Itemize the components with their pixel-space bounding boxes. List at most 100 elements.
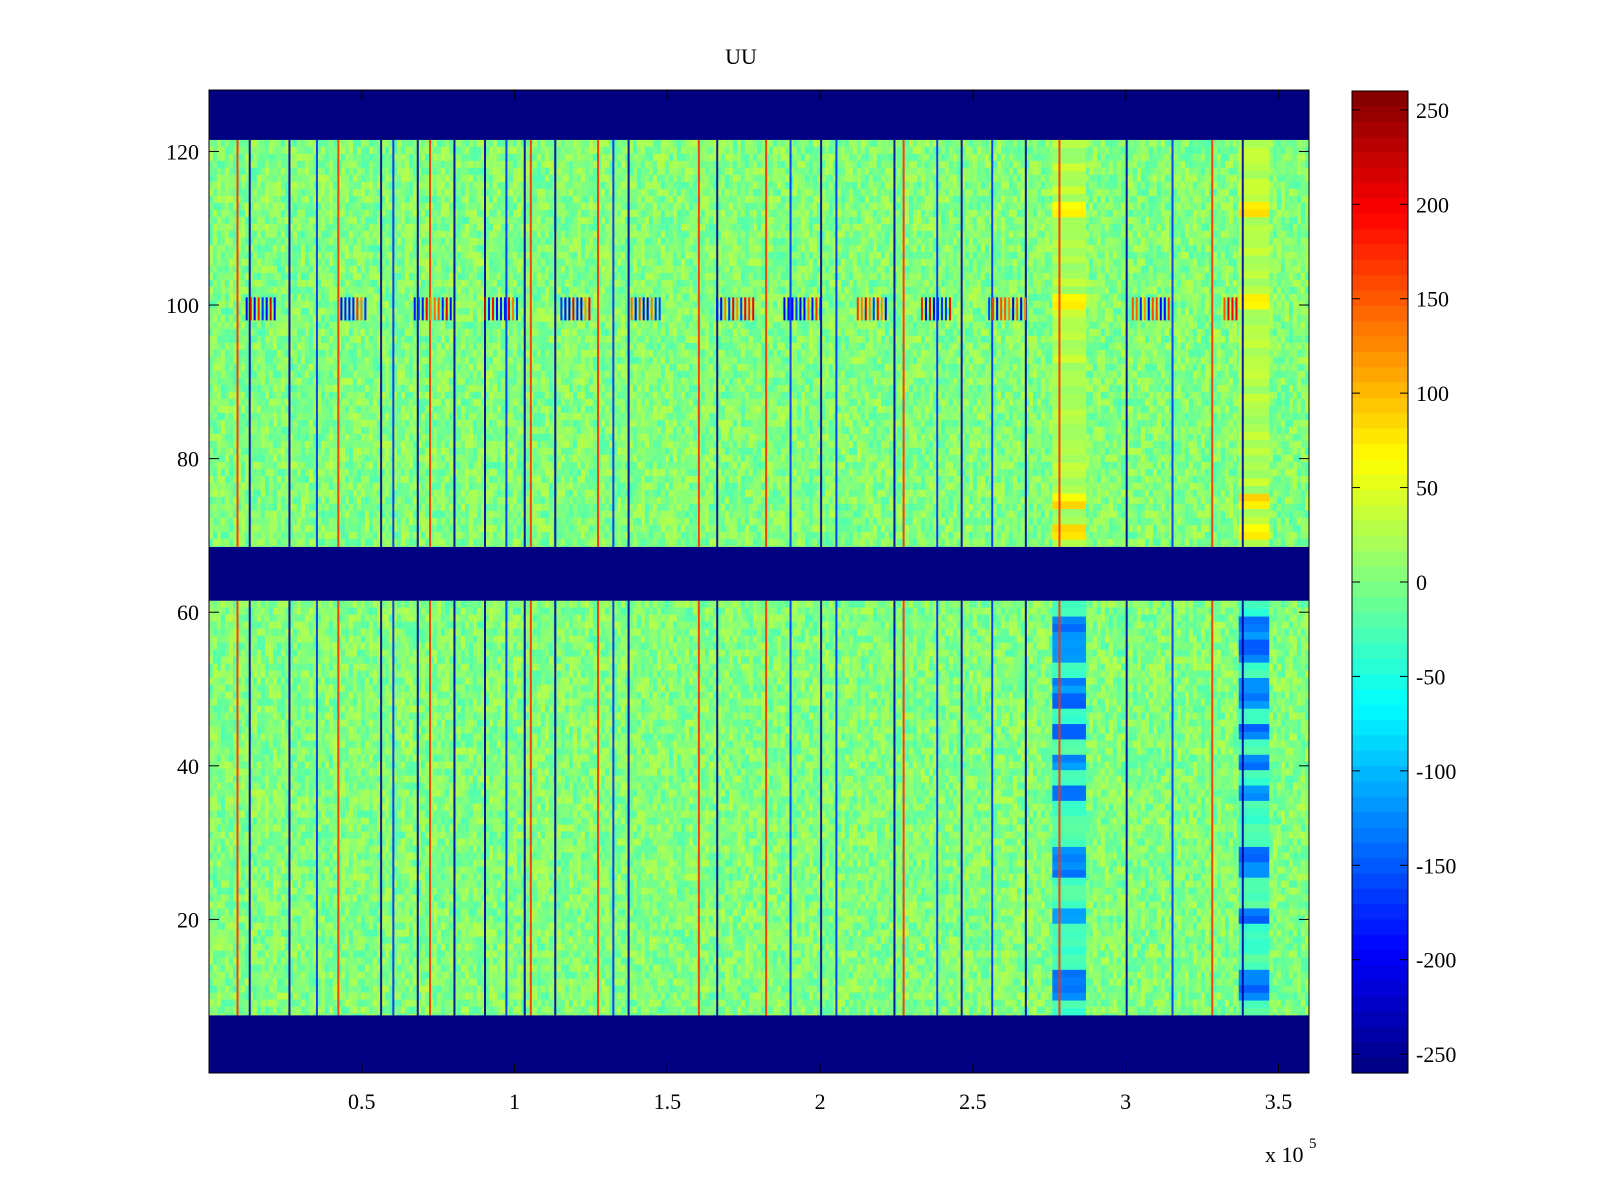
heatmap-cell — [749, 670, 753, 678]
heatmap-cell — [1121, 635, 1125, 643]
heatmap-cell — [329, 649, 333, 657]
heatmap-cell — [577, 656, 581, 664]
heatmap-cell — [1121, 642, 1125, 650]
heatmap-cell — [1101, 649, 1105, 657]
heatmap-cell — [1141, 719, 1145, 727]
heatmap-cell — [361, 621, 365, 629]
heatmap-cell — [1141, 705, 1145, 713]
heatmap-cell — [269, 607, 273, 615]
heatmap-cell — [965, 621, 969, 629]
heatmap-cell — [249, 712, 253, 720]
heatmap-cell — [469, 677, 473, 685]
heatmap-cell — [997, 642, 1001, 650]
heatmap-cell — [1089, 614, 1093, 622]
heatmap-cell — [1005, 621, 1009, 629]
heatmap-cell — [905, 705, 909, 713]
heatmap-cell — [633, 684, 637, 692]
heatmap-cell — [841, 614, 845, 622]
heatmap-cell — [1173, 698, 1177, 706]
heatmap-cell — [1213, 691, 1217, 699]
heatmap-cell — [225, 719, 229, 727]
heatmap-cell — [333, 642, 337, 650]
heatmap-cell — [785, 698, 789, 706]
heatmap-cell — [825, 670, 829, 678]
heatmap-cell — [1021, 642, 1025, 650]
heatmap-cell — [797, 712, 801, 720]
heatmap-cell — [581, 642, 585, 650]
heatmap-cell — [633, 628, 637, 636]
heatmap-cell — [761, 607, 765, 615]
heatmap-cell — [825, 607, 829, 615]
heatmap-cell — [1017, 628, 1021, 636]
heatmap-cell — [213, 705, 217, 713]
heatmap-cell — [621, 607, 625, 615]
heatmap-cell — [1273, 628, 1277, 636]
heatmap-cell — [693, 642, 697, 650]
heatmap-cell — [241, 635, 245, 643]
heatmap-cell — [545, 656, 549, 664]
heatmap-cell — [797, 670, 801, 678]
heatmap-cell — [297, 656, 301, 664]
heatmap-cell — [753, 614, 757, 622]
heatmap-cell — [237, 691, 241, 699]
heatmap-cell — [317, 677, 321, 685]
heatmap-cell — [981, 677, 985, 685]
heatmap-cell — [449, 719, 453, 727]
heatmap-cell — [733, 607, 737, 615]
heatmap-cell — [285, 663, 289, 671]
heatmap-cell — [465, 684, 469, 692]
heatmap-cell — [629, 607, 633, 615]
heatmap-cell — [493, 649, 497, 657]
heatmap-cell — [397, 677, 401, 685]
heatmap-cell — [1181, 621, 1185, 629]
heatmap-cell — [989, 614, 993, 622]
heatmap-cell — [245, 726, 249, 734]
heatmap-cell — [913, 719, 917, 727]
heatmap-cell — [321, 656, 325, 664]
heatmap-cell — [417, 698, 421, 706]
heatmap-cell — [609, 712, 613, 720]
heatmap-cell — [953, 656, 957, 664]
heatmap-cell — [269, 642, 273, 650]
heatmap-cell — [713, 649, 717, 657]
heatmap-cell — [1141, 614, 1145, 622]
heatmap-cell — [301, 656, 305, 664]
heatmap-cell — [821, 663, 825, 671]
heatmap-cell — [565, 705, 569, 713]
heatmap-cell — [1201, 677, 1205, 685]
heatmap-cell — [1189, 691, 1193, 699]
heatmap-cell — [813, 684, 817, 692]
heatmap-cell — [993, 621, 997, 629]
heatmap-cell — [801, 684, 805, 692]
heatmap-cell — [1201, 642, 1205, 650]
heatmap-cell — [469, 635, 473, 643]
heatmap-cell — [973, 719, 977, 727]
heatmap-cell — [393, 600, 397, 608]
heatmap-cell — [805, 600, 809, 608]
heatmap-cell — [741, 691, 745, 699]
heatmap-cell — [517, 600, 521, 608]
heatmap-cell — [345, 698, 349, 706]
heatmap-cell — [333, 684, 337, 692]
heatmap-cell — [457, 691, 461, 699]
heatmap-cell — [233, 614, 237, 622]
heatmap-cell — [877, 712, 881, 720]
heatmap-cell — [1105, 684, 1109, 692]
heatmap-cell — [1205, 684, 1209, 692]
heatmap-cell — [1033, 635, 1037, 643]
heatmap-cell — [757, 621, 761, 629]
heatmap-cell — [733, 691, 737, 699]
heatmap-cell — [781, 607, 785, 615]
heatmap-cell — [781, 719, 785, 727]
heatmap-cell — [1189, 628, 1193, 636]
heatmap-cell — [805, 670, 809, 678]
heatmap-cell — [377, 607, 381, 615]
heatmap-cell — [1301, 705, 1305, 713]
heatmap-cell — [661, 705, 665, 713]
heatmap-cell — [1189, 719, 1193, 727]
heatmap-cell — [245, 698, 249, 706]
heatmap-cell — [1045, 614, 1049, 622]
heatmap-cell — [1285, 670, 1289, 678]
heatmap-cell — [389, 684, 393, 692]
heatmap-cell — [897, 656, 901, 664]
